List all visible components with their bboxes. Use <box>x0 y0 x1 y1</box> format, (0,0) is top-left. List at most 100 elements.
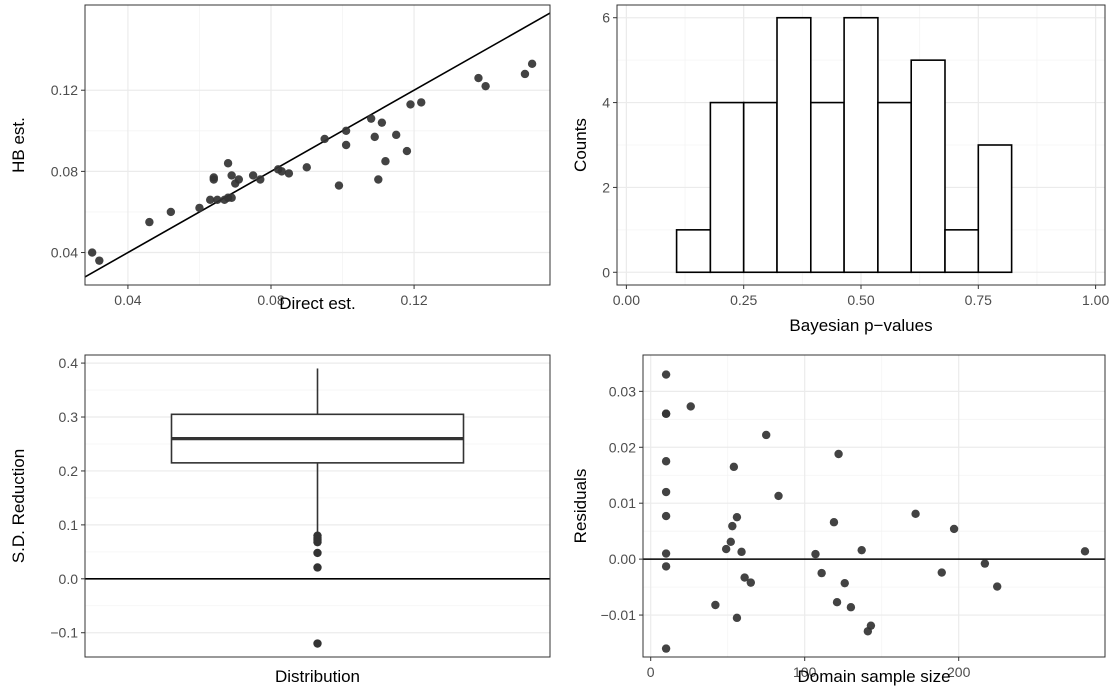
data-point <box>762 430 771 440</box>
y-tick-label: 0.2 <box>59 463 79 479</box>
panel-border <box>642 354 1106 658</box>
x-axis-title: Direct est. <box>279 294 356 313</box>
histogram-bar <box>877 101 913 274</box>
y-tick-label: 4 <box>602 95 610 111</box>
data-point <box>284 169 294 178</box>
major-grid <box>85 5 550 285</box>
x-tick-label: 0.12 <box>400 292 427 308</box>
histogram-bars <box>675 16 1013 274</box>
x-tick-label: 0 <box>647 664 655 680</box>
identity-line <box>84 12 551 278</box>
data-point <box>87 248 97 257</box>
y-axis-ticks: 0.04 0.08 0.12 <box>51 82 85 261</box>
data-point <box>227 193 236 202</box>
data-point <box>377 118 387 127</box>
data-point <box>391 130 401 140</box>
data-point <box>737 547 746 557</box>
y-axis-ticks: −0.01 0.00 0.01 0.02 0.03 <box>601 383 643 623</box>
data-point <box>661 511 671 521</box>
data-point <box>209 173 218 182</box>
data-point <box>726 537 735 546</box>
data-point <box>481 81 490 91</box>
data-point <box>661 487 671 497</box>
data-point <box>661 457 671 466</box>
data-point <box>661 644 671 653</box>
data-point <box>213 195 222 204</box>
data-point <box>205 195 215 204</box>
data-point <box>95 256 104 265</box>
data-point <box>195 203 204 213</box>
outlier-point <box>313 563 322 572</box>
data-point <box>256 175 265 184</box>
scatter-points <box>87 59 537 265</box>
data-point <box>732 512 742 522</box>
y-axis-ticks: −0.1 0.0 0.1 0.2 0.3 0.4 <box>50 355 85 641</box>
y-tick-label: 0.03 <box>609 383 636 399</box>
data-point <box>993 582 1002 591</box>
boxplot <box>170 368 465 648</box>
data-point <box>417 98 426 107</box>
y-tick-label: 0.0 <box>59 571 79 587</box>
data-point <box>341 126 351 135</box>
data-point <box>374 175 383 184</box>
data-point <box>740 573 749 582</box>
outlier-point <box>313 639 322 648</box>
data-point <box>980 559 990 568</box>
data-point <box>711 600 720 610</box>
data-point <box>166 207 176 217</box>
data-point <box>728 521 737 531</box>
data-point <box>527 59 537 69</box>
data-point <box>911 509 920 519</box>
y-tick-label: 0.1 <box>59 517 79 533</box>
data-point <box>729 462 739 472</box>
data-point <box>1080 547 1090 556</box>
data-point <box>661 562 671 571</box>
histogram-bar <box>910 59 946 274</box>
histogram-bar <box>843 16 879 274</box>
data-point <box>370 132 379 142</box>
x-tick-label: 200 <box>947 664 971 680</box>
data-point <box>334 181 344 190</box>
x-tick-label: 0.00 <box>613 292 640 308</box>
x-tick-label: 0.04 <box>114 292 141 308</box>
y-tick-label: 0.3 <box>59 409 79 425</box>
data-point <box>320 134 329 144</box>
data-point <box>661 370 671 379</box>
data-point <box>937 568 946 577</box>
x-tick-label: 0.08 <box>257 292 284 308</box>
histogram-bar <box>776 16 812 274</box>
x-axis-ticks: 0.00 0.25 0.50 0.75 1.00 <box>613 285 1109 308</box>
data-point <box>866 621 876 630</box>
panel-pvalue-histogram: 0.00 0.25 0.50 0.75 1.00 0 2 4 6 Bayesian p−val… <box>571 4 1109 335</box>
data-point <box>223 159 233 168</box>
data-point <box>721 544 731 554</box>
x-axis-title: Domain sample size <box>797 667 950 686</box>
data-point <box>832 597 842 607</box>
data-point <box>520 69 530 79</box>
outlier-point <box>313 548 322 558</box>
data-point <box>811 549 820 559</box>
y-tick-label: −0.1 <box>50 625 78 641</box>
data-point <box>834 449 843 459</box>
panel-border <box>84 354 551 658</box>
data-point <box>840 578 849 588</box>
y-axis-title: HB est. <box>9 117 28 173</box>
x-axis-ticks: 0.04 0.08 0.12 <box>114 285 428 308</box>
y-tick-label: 0.00 <box>609 551 636 567</box>
x-tick-label: 0.50 <box>847 292 874 308</box>
panel-border <box>84 4 551 286</box>
x-tick-label: 0.75 <box>965 292 992 308</box>
data-point <box>145 217 154 227</box>
data-point <box>406 100 415 109</box>
y-axis-ticks: 0 2 4 6 <box>602 10 617 280</box>
data-point <box>857 545 866 555</box>
data-point <box>277 167 286 176</box>
y-tick-label: 0.01 <box>609 495 636 511</box>
data-point <box>661 549 671 558</box>
histogram-bar <box>944 229 980 274</box>
data-point <box>846 603 856 612</box>
data-point <box>302 163 311 172</box>
panel-residuals-vs-sample-size: 0 100 200 −0.01 0.00 0.01 0.02 0.03 Domain sam… <box>571 354 1106 686</box>
y-axis-title: S.D. Reduction <box>9 449 28 563</box>
